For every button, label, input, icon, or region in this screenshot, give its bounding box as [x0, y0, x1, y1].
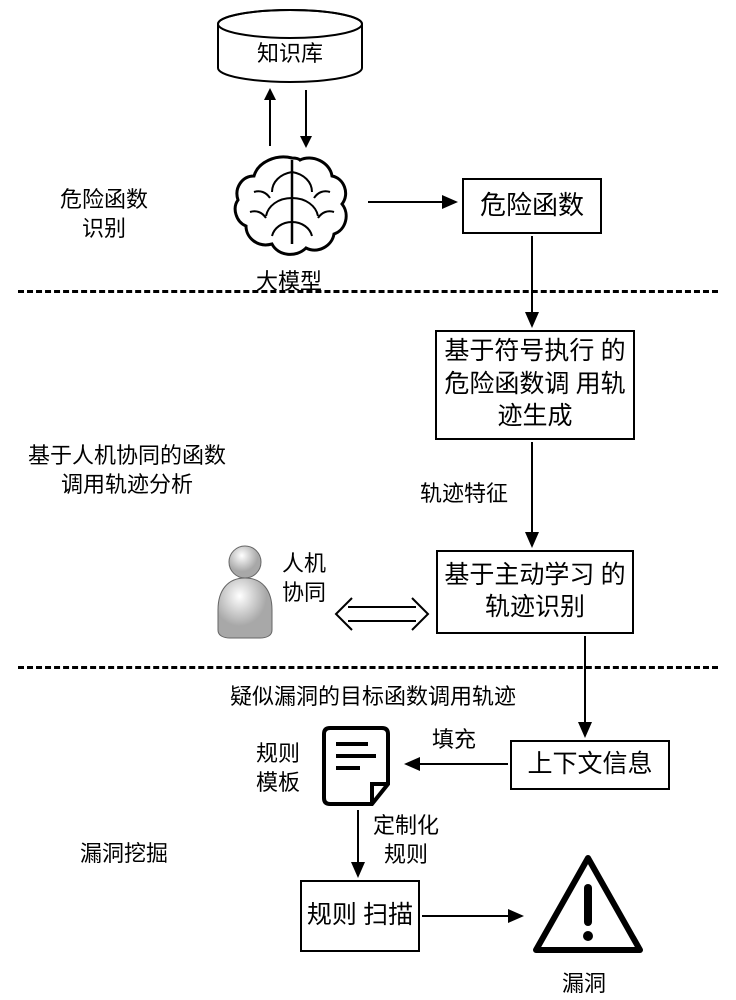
custom-rule-label: 定制化 规则 [373, 812, 439, 869]
flowchart-canvas: 知识库 大模型 危险函数 识别 危险函数 [0, 0, 736, 1000]
trace-feature-label: 轨迹特征 [420, 480, 508, 509]
human-coop-label: 人机 协同 [282, 550, 326, 607]
double-arrow-icon [332, 596, 432, 632]
trace-generation-node: 基于符号执行 的危险函数调 用轨迹生成 [435, 330, 635, 440]
warning-icon [528, 850, 648, 966]
section-1-label: 危险函数 识别 [60, 186, 148, 243]
context-info-node: 上下文信息 [510, 740, 670, 790]
rule-scan-text: 规则 扫描 [307, 900, 413, 933]
arrow-icon [398, 752, 510, 776]
knowledge-base-label: 知识库 [257, 40, 323, 69]
arrow-icon [346, 808, 370, 882]
rule-template-label: 规则 模板 [256, 740, 300, 797]
section-divider [18, 290, 718, 293]
active-learning-node: 基于主动学习 的轨迹识别 [436, 550, 634, 634]
person-icon [210, 540, 280, 640]
fill-label: 填充 [432, 726, 476, 755]
arrow-icon [520, 440, 544, 552]
bidirectional-arrows-icon [250, 86, 330, 152]
section-3-label: 漏洞挖掘 [80, 840, 168, 869]
vulnerability-label: 漏洞 [562, 970, 606, 999]
brain-icon [228, 148, 356, 264]
suspect-trace-label: 疑似漏洞的目标函数调用轨迹 [230, 683, 516, 712]
arrow-icon [570, 634, 600, 742]
active-learning-text: 基于主动学习 的轨迹识别 [438, 560, 632, 625]
section-divider [18, 666, 718, 669]
arrow-icon [420, 904, 528, 928]
trace-generation-text: 基于符号执行 的危险函数调 用轨迹生成 [437, 336, 633, 434]
danger-function-text: 危险函数 [480, 189, 584, 223]
document-icon [318, 724, 394, 808]
arrow-icon [520, 234, 544, 332]
section-2-label: 基于人机协同的函数 调用轨迹分析 [28, 442, 226, 499]
arrow-icon [366, 190, 462, 214]
rule-scan-node: 规则 扫描 [300, 880, 420, 952]
danger-function-node: 危险函数 [462, 178, 602, 234]
context-info-text: 上下文信息 [527, 749, 652, 782]
